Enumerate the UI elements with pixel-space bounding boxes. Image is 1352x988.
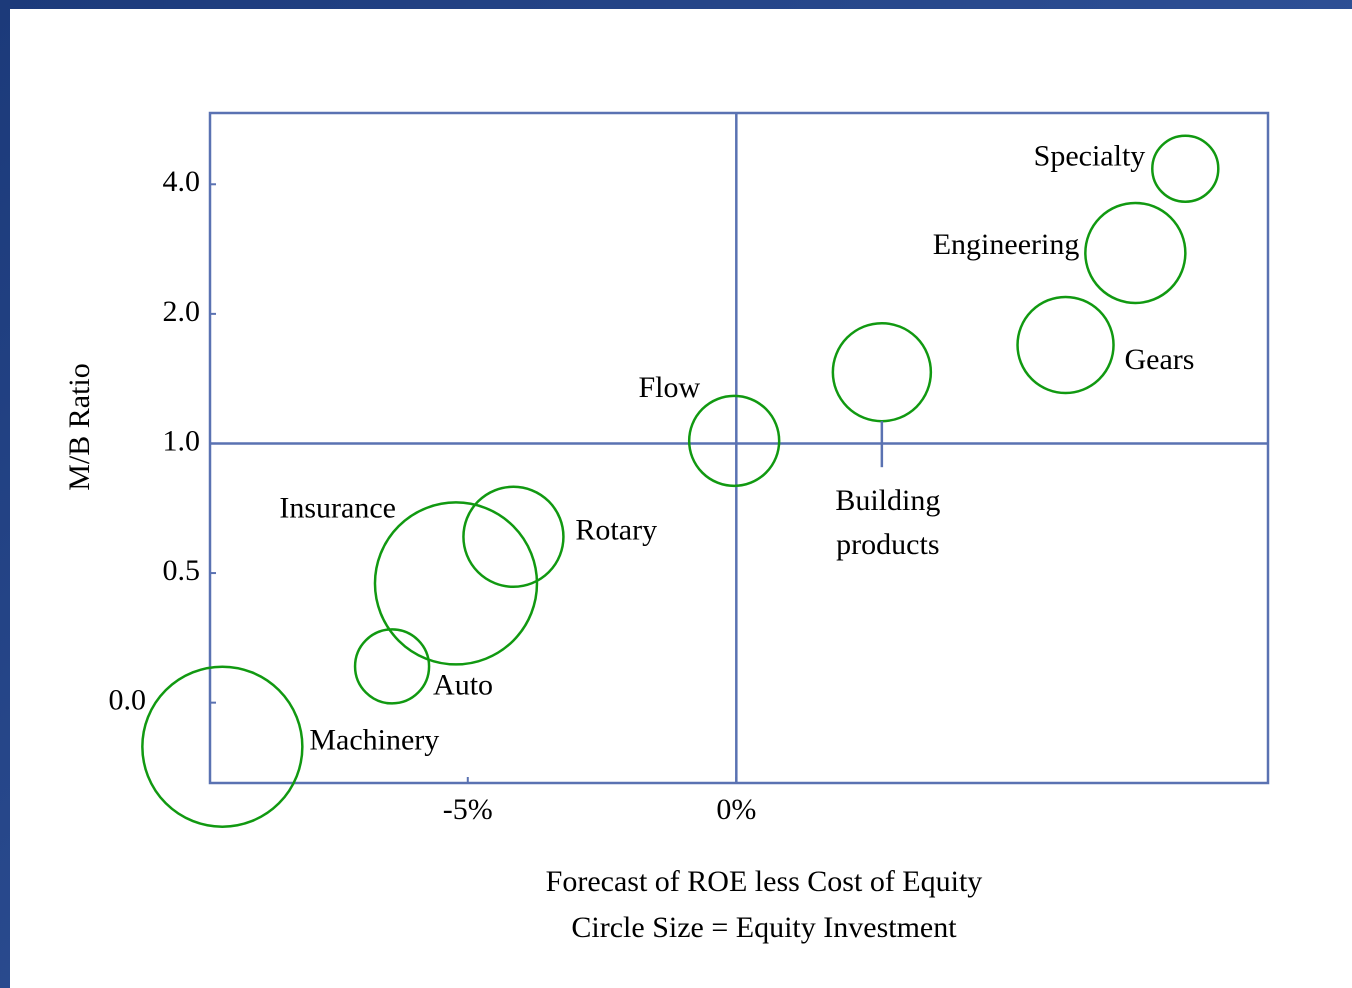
bubble-label: Building products: [835, 484, 941, 562]
bubble: [1084, 201, 1187, 305]
y-tick-label: 4.0: [163, 165, 201, 198]
bubble-label: Rotary: [575, 514, 657, 547]
subtitle: Circle Size = Equity Investment: [571, 911, 957, 944]
y-tick-label: 2.0: [163, 295, 201, 328]
bubble-label: Auto: [433, 668, 493, 701]
bubble: [831, 321, 933, 423]
bubble-label: Engineering: [933, 228, 1080, 261]
bubble: [141, 665, 304, 828]
bubble: [373, 501, 539, 666]
bubble: [687, 394, 781, 488]
x-axis-label: Forecast of ROE less Cost of Equity: [546, 865, 983, 898]
x-tick-label: -5%: [443, 793, 493, 826]
plot-frame: [208, 111, 1270, 785]
bubble-label: Specialty: [1034, 140, 1146, 173]
bubble-label: Machinery: [309, 724, 439, 757]
bubble: [462, 485, 565, 589]
x-tick-label: 0%: [716, 793, 756, 826]
bubble-label-box: Building products: [835, 484, 941, 562]
bubble: [353, 628, 431, 705]
y-axis-label: M/B Ratio: [63, 363, 96, 491]
y-tick-label: 0.5: [163, 554, 201, 587]
bubble-label: Gears: [1125, 343, 1195, 376]
bubble: [1151, 134, 1220, 203]
bubble-label: Flow: [638, 371, 700, 404]
bubble: [1016, 295, 1115, 395]
y-tick-label: 1.0: [163, 424, 201, 457]
bubble-label: Insurance: [279, 491, 396, 524]
y-tick-label: 0.0: [109, 684, 147, 717]
